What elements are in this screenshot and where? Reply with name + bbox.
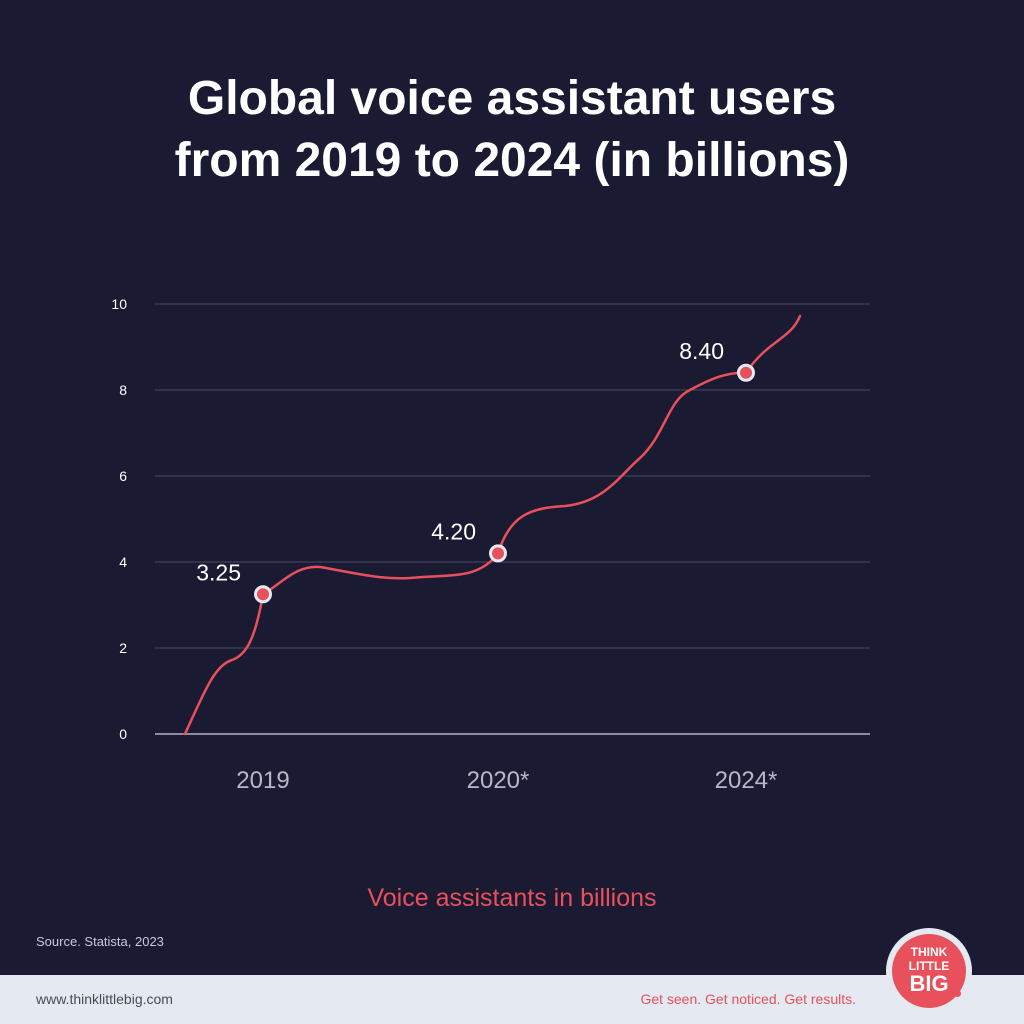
chart-title-line-2: from 2019 to 2024 (in billions) [174,134,850,187]
chart-title: Global voice assistant users from 2019 t… [0,68,1024,192]
x-tick-label: 2020* [467,767,530,794]
y-tick-label: 10 [111,296,127,312]
logo-line-1: THINK [910,945,948,959]
chart-title-line-1: Global voice assistant users [187,72,837,125]
data-point [489,544,507,563]
x-tick-label: 2019 [236,767,289,794]
logo-line-2: LITTLE [908,959,950,973]
data-label: 4.20 [431,518,476,544]
series-line [183,314,802,736]
y-tick-label: 6 [119,468,127,484]
logo-dot [954,990,961,997]
y-tick-label: 4 [119,554,127,570]
footer-bar: www.thinklittlebig.com Get seen. Get not… [0,975,1024,1024]
logo-badge: THINK LITTLE BIG [892,934,966,1008]
x-axis-title: Voice assistants in billions [367,884,657,912]
y-tick-label: 0 [119,726,127,742]
source-note: Source. Statista, 2023 [36,934,164,949]
y-tick-label: 8 [119,382,127,398]
data-label: 3.25 [196,559,241,585]
tagline: Get seen. Get noticed. Get results. [640,991,856,1007]
website-url[interactable]: www.thinklittlebig.com [36,991,173,1007]
data-label: 8.40 [679,338,724,364]
data-point [737,363,755,382]
think-little-big-logo: THINK LITTLE BIG [886,928,972,1014]
data-point [254,585,272,604]
logo-line-3: BIG [909,971,949,996]
y-tick-label: 2 [119,640,127,656]
x-tick-label: 2024* [715,767,778,794]
